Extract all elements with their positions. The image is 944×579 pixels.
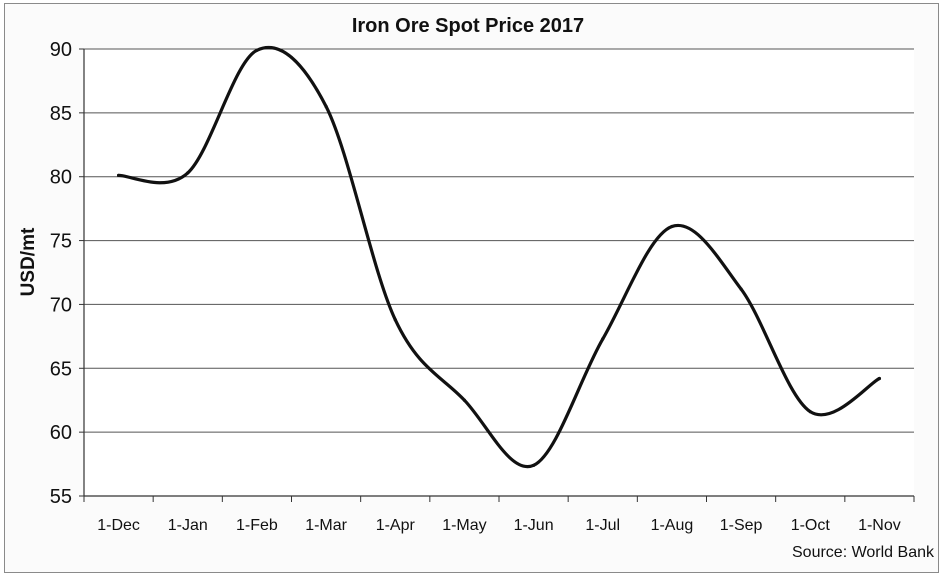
- y-axis-ticks: 55 60 65 70 75 80 85 90: [50, 39, 84, 508]
- x-tick-label: 1-Aug: [651, 517, 694, 534]
- data-point: [739, 287, 743, 291]
- y-tick-label: 70: [50, 294, 72, 316]
- x-axis-ticks: 1-Dec 1-Jan 1-Feb 1-Mar 1-Apr 1-May 1-Jun 1-Jul…: [83, 496, 915, 534]
- data-point: [877, 376, 882, 381]
- data-point: [808, 410, 812, 414]
- x-tick-label: 1-Nov: [858, 517, 901, 534]
- data-point: [255, 48, 259, 52]
- y-tick-label: 75: [50, 231, 72, 253]
- x-tick-label: 1-Mar: [305, 517, 347, 534]
- data-point: [186, 171, 190, 175]
- data-point: [462, 398, 467, 402]
- y-tick-label: 90: [50, 39, 72, 61]
- x-tick-label: 1-Dec: [97, 517, 140, 534]
- x-tick-label: 1-Jan: [168, 517, 208, 534]
- plot-area: [84, 49, 914, 496]
- data-point: [601, 337, 605, 341]
- y-tick-label: 85: [50, 103, 72, 125]
- x-tick-label: 1-Sep: [720, 517, 763, 534]
- data-point: [393, 318, 397, 322]
- data-point: [324, 104, 328, 109]
- source-note: Source: World Bank: [792, 544, 935, 561]
- series-line: [117, 45, 881, 469]
- data-point: [116, 173, 121, 178]
- data-point: [670, 224, 674, 229]
- x-tick-label: 1-Jun: [514, 517, 554, 534]
- chart-title: Iron Ore Spot Price 2017: [352, 15, 584, 37]
- y-tick-label: 80: [50, 167, 72, 189]
- y-tick-label: 60: [50, 422, 72, 444]
- x-tick-label: 1-Oct: [791, 517, 831, 534]
- x-tick-label: 1-Feb: [236, 517, 278, 534]
- y-tick-label: 65: [50, 358, 72, 380]
- x-tick-label: 1-Jul: [585, 517, 620, 534]
- x-tick-label: 1-May: [442, 517, 486, 534]
- series-group: [116, 45, 882, 469]
- y-axis-label: USD/mt: [18, 227, 39, 296]
- data-point: [531, 463, 536, 467]
- x-tick-label: 1-Apr: [376, 517, 416, 534]
- y-tick-label: 55: [50, 486, 72, 508]
